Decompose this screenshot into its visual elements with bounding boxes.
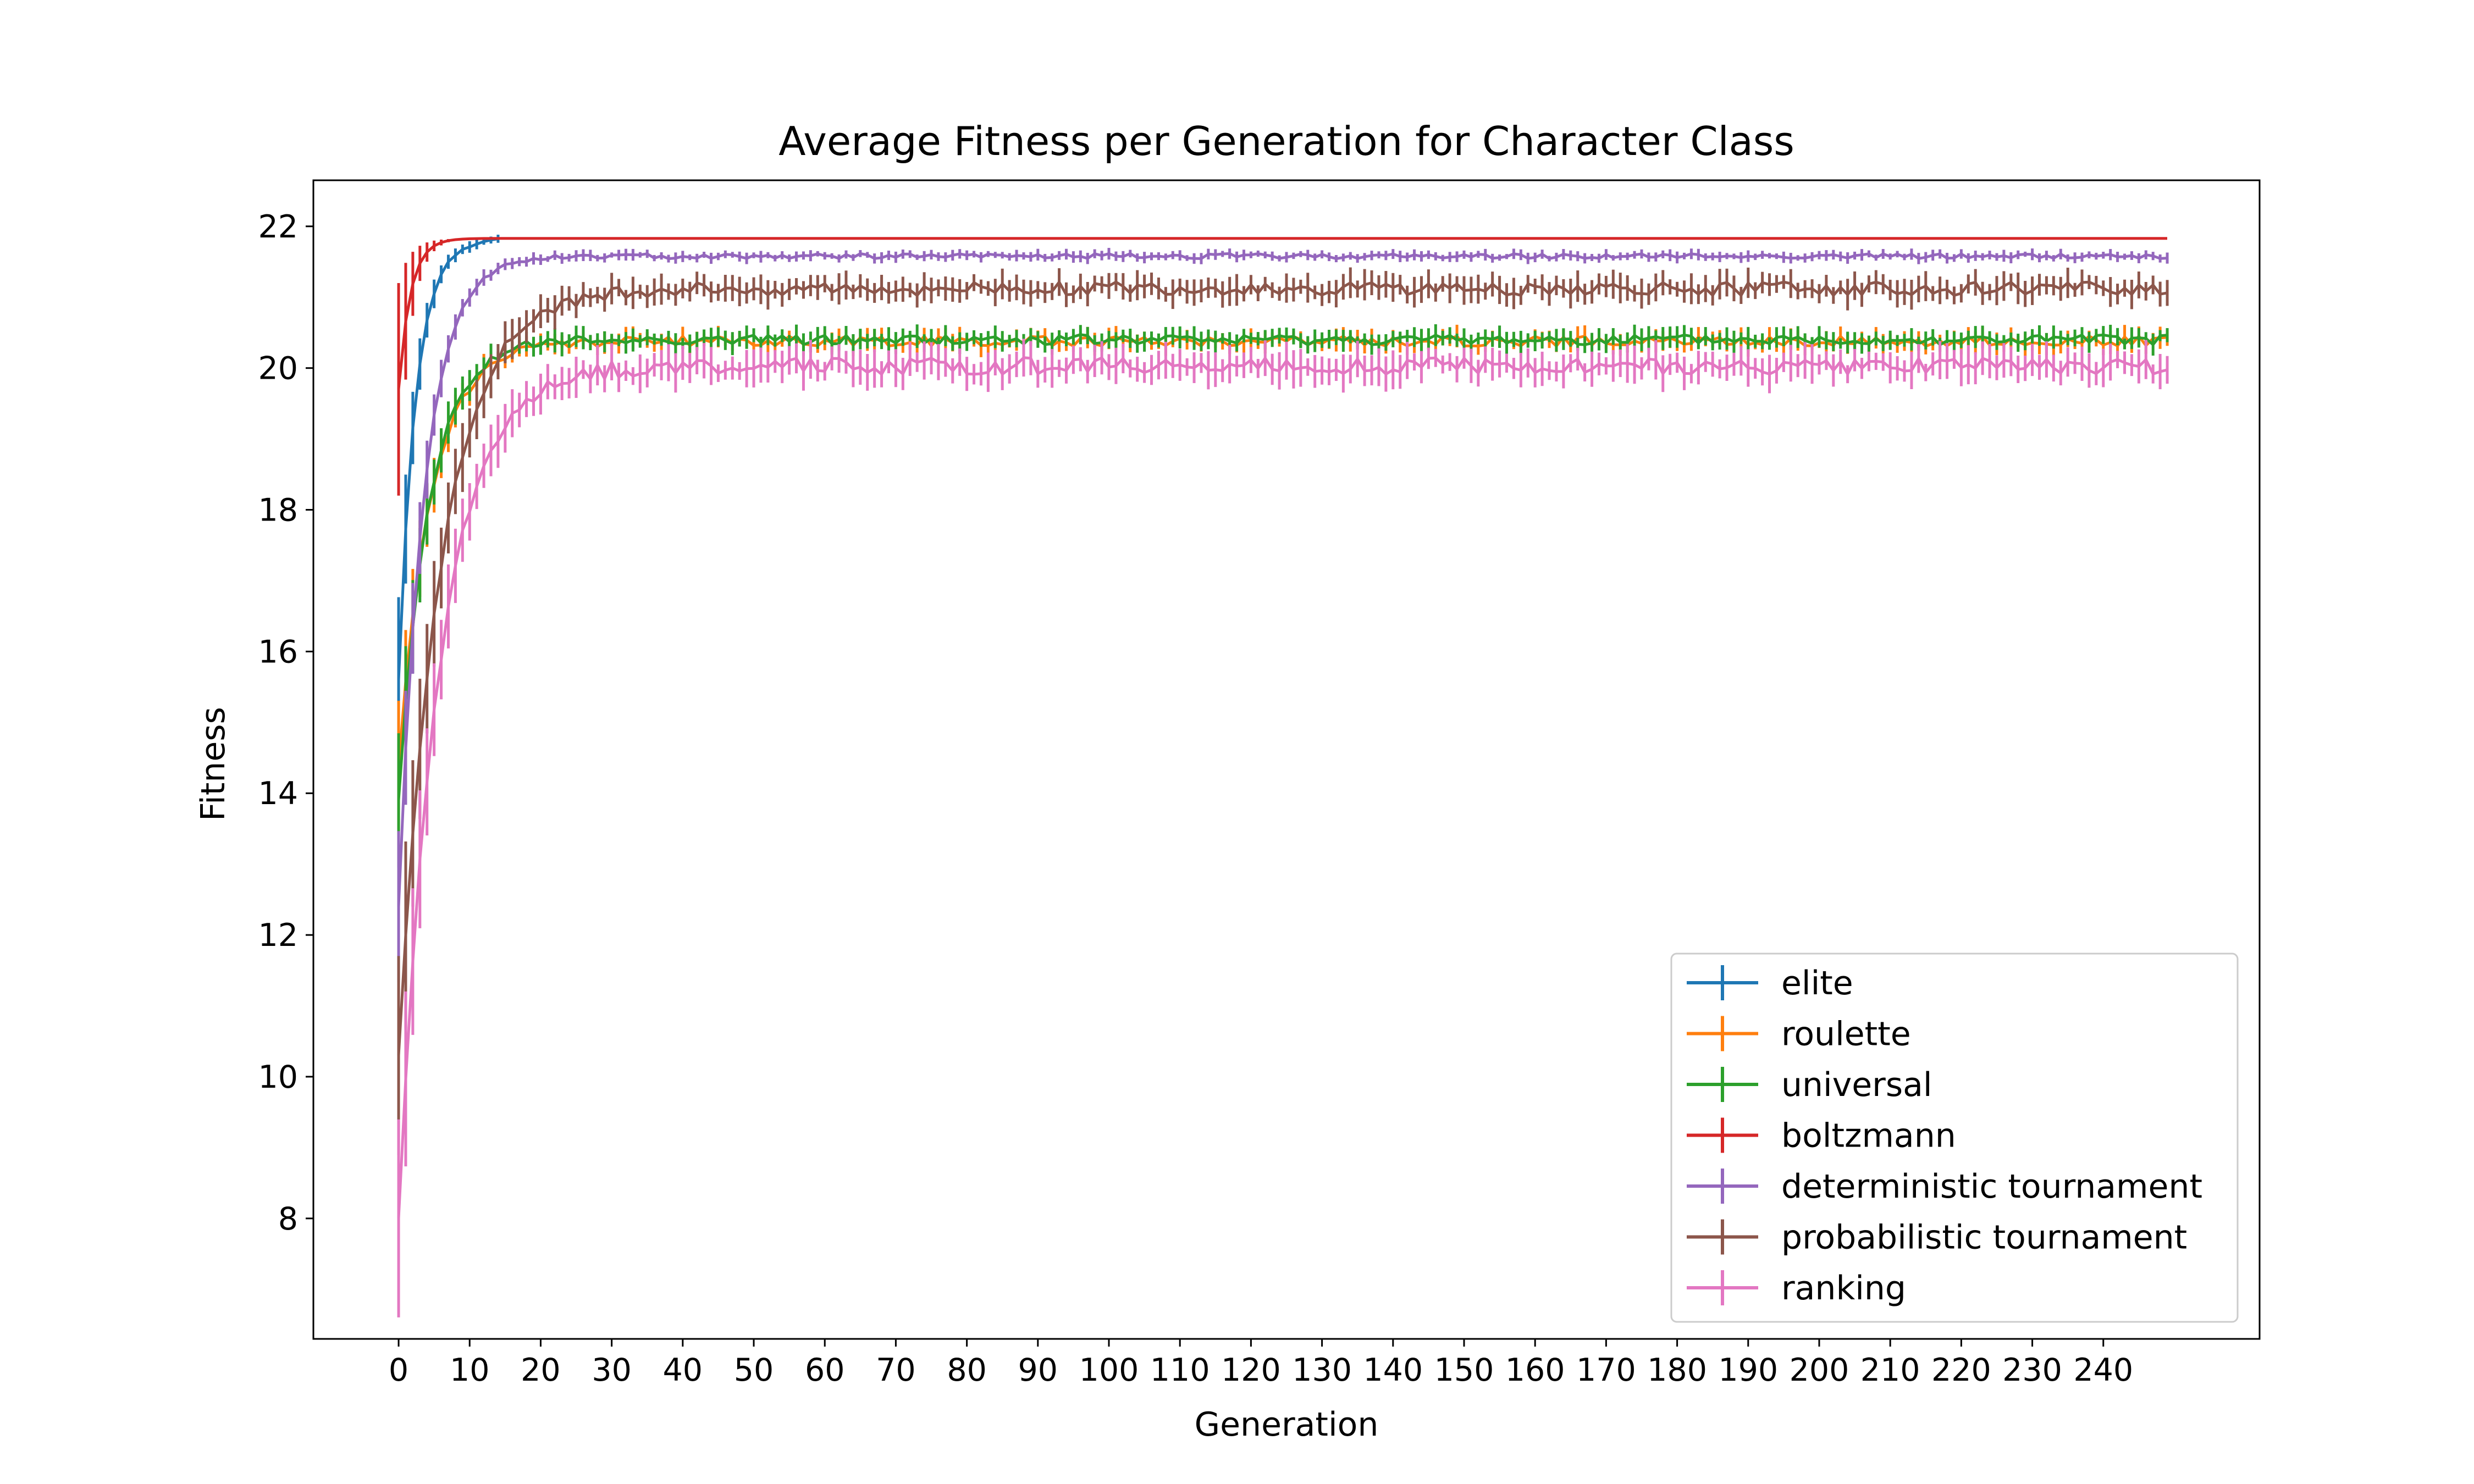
series-line bbox=[397, 237, 499, 680]
legend-label: probabilistic tournament bbox=[1781, 1219, 2187, 1257]
legend-label: elite bbox=[1781, 964, 1853, 1003]
x-axis-label: Generation bbox=[1195, 1405, 1379, 1444]
chart-title: Average Fitness per Generation for Chara… bbox=[778, 118, 1794, 164]
series-probabilistic-tournament bbox=[397, 267, 2169, 1155]
x-tick-label: 140 bbox=[1363, 1352, 1423, 1388]
x-tick-label: 110 bbox=[1150, 1352, 1210, 1388]
x-tick-label: 240 bbox=[2073, 1352, 2133, 1388]
x-tick-label: 50 bbox=[734, 1352, 774, 1388]
series-line bbox=[397, 356, 2168, 1219]
plot-frame bbox=[312, 179, 2261, 1340]
x-tick-label: 30 bbox=[592, 1352, 632, 1388]
x-tick-label: 0 bbox=[389, 1352, 408, 1388]
legend-label: universal bbox=[1781, 1066, 1932, 1104]
x-tick-label: 130 bbox=[1292, 1352, 1352, 1388]
y-tick-label: 14 bbox=[258, 776, 298, 812]
y-tick-label: 18 bbox=[258, 492, 298, 529]
x-tick-label: 10 bbox=[450, 1352, 490, 1388]
series-layer bbox=[397, 234, 2169, 1317]
legend-label: roulette bbox=[1781, 1015, 1911, 1054]
series-deterministic-tournament bbox=[397, 248, 2169, 982]
y-tick-label: 12 bbox=[258, 917, 298, 954]
y-tick-label: 20 bbox=[258, 351, 298, 387]
x-tick-label: 160 bbox=[1505, 1352, 1565, 1388]
x-tick-label: 150 bbox=[1434, 1352, 1494, 1388]
series-line bbox=[397, 280, 2168, 1056]
legend-box bbox=[1670, 953, 2239, 1323]
legend-label: boltzmann bbox=[1781, 1117, 1956, 1155]
y-tick-label: 8 bbox=[278, 1201, 298, 1237]
x-tick-label: 180 bbox=[1647, 1352, 1707, 1388]
y-tick-label: 16 bbox=[258, 634, 298, 670]
y-tick-label: 22 bbox=[258, 209, 298, 245]
series-line bbox=[397, 237, 2167, 390]
legend: elite roulette universal boltzmann determini… bbox=[1670, 953, 2239, 1323]
y-tick-label: 10 bbox=[258, 1059, 298, 1095]
x-tick-label: 80 bbox=[947, 1352, 987, 1388]
x-tick-label: 20 bbox=[521, 1352, 561, 1388]
y-axis-label: Fitness bbox=[194, 707, 233, 821]
x-tick-label: 170 bbox=[1576, 1352, 1636, 1388]
x-tick-label: 70 bbox=[876, 1352, 916, 1388]
x-tick-label: 40 bbox=[663, 1352, 703, 1388]
legend-label: ranking bbox=[1781, 1269, 1906, 1308]
x-tick-label: 60 bbox=[805, 1352, 845, 1388]
x-tick-label: 120 bbox=[1221, 1352, 1281, 1388]
x-tick-label: 220 bbox=[1931, 1352, 1991, 1388]
x-tick-label: 90 bbox=[1018, 1352, 1058, 1388]
x-tick-label: 200 bbox=[1790, 1352, 1849, 1388]
axes-layer: 0 10 20 30 40 50 60 70 80 90 100 110 120 130 140 150 160… bbox=[258, 209, 2133, 1388]
series-line bbox=[397, 333, 2168, 801]
legend-label: deterministic tournament bbox=[1781, 1167, 2202, 1206]
x-tick-label: 100 bbox=[1079, 1352, 1139, 1388]
x-tick-label: 230 bbox=[2002, 1352, 2062, 1388]
series-ranking bbox=[397, 339, 2169, 1317]
series-boltzmann bbox=[397, 237, 2167, 496]
series-line bbox=[397, 252, 2168, 907]
x-tick-label: 210 bbox=[1860, 1352, 1920, 1388]
x-tick-label: 190 bbox=[1718, 1352, 1778, 1388]
